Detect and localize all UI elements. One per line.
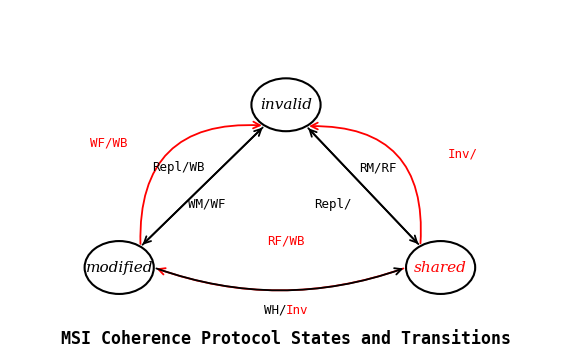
Ellipse shape xyxy=(406,241,475,294)
Text: Inv/: Inv/ xyxy=(448,147,478,160)
Text: shared: shared xyxy=(414,261,467,274)
Text: WM/WF: WM/WF xyxy=(188,198,225,211)
Text: WH/: WH/ xyxy=(264,304,286,317)
Text: Inv: Inv xyxy=(286,304,308,317)
Ellipse shape xyxy=(85,241,154,294)
Text: invalid: invalid xyxy=(260,98,312,112)
Text: RM/RF: RM/RF xyxy=(359,161,396,174)
Text: Repl/WB: Repl/WB xyxy=(152,161,204,174)
Ellipse shape xyxy=(252,78,320,131)
Text: Repl/: Repl/ xyxy=(314,198,352,211)
Text: MSI Coherence Protocol States and Transitions: MSI Coherence Protocol States and Transi… xyxy=(61,330,511,348)
Text: RF/WB: RF/WB xyxy=(267,235,305,247)
Text: WF/WB: WF/WB xyxy=(90,137,128,150)
Text: modified: modified xyxy=(85,261,153,274)
